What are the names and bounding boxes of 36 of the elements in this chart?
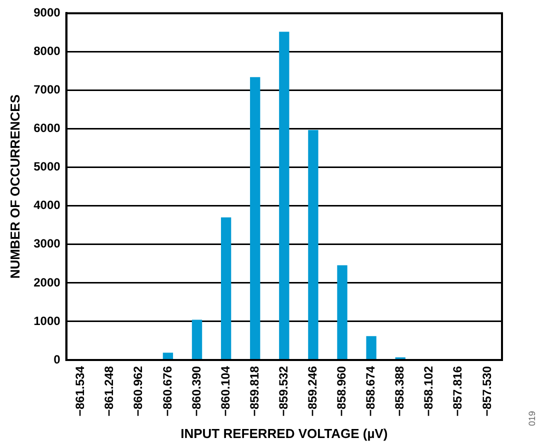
bar — [250, 77, 260, 360]
x-tick-label: −860.962 — [131, 366, 146, 416]
x-tick-label: −858.388 — [392, 366, 407, 416]
x-axis-title: INPUT REFERRED VOLTAGE (µV) — [180, 426, 388, 441]
y-tick-label: 4000 — [34, 198, 61, 212]
x-tick-label: −858.674 — [364, 366, 378, 416]
y-tick-label: 9000 — [34, 6, 61, 20]
y-tick-label: 1000 — [34, 314, 61, 328]
x-tick-label: −857.530 — [480, 366, 494, 416]
bar — [337, 265, 348, 360]
bar — [162, 352, 174, 360]
bar — [366, 336, 376, 360]
bar — [192, 320, 202, 360]
y-tick-label: 2000 — [34, 275, 61, 290]
y-axis-title: NUMBER OF OCCURRENCES — [7, 94, 22, 279]
y-tick-label: 5000 — [34, 160, 61, 174]
y-tick-label: 8000 — [34, 44, 61, 58]
x-tick-label: −860.104 — [218, 366, 232, 416]
bar — [308, 130, 318, 360]
x-tick-label: −858.102 — [422, 366, 436, 416]
x-tick-label: −859.246 — [306, 366, 320, 416]
y-tick-label: 6000 — [34, 121, 61, 136]
bar — [279, 32, 290, 360]
x-tick-label: −857.816 — [450, 366, 465, 416]
x-tick-label: −858.960 — [334, 366, 349, 416]
x-tick-label: −861.248 — [102, 366, 116, 416]
y-tick-label: 7000 — [34, 82, 61, 97]
text: 019 — [527, 410, 537, 426]
bar — [220, 217, 232, 360]
x-tick-label: −859.818 — [247, 366, 262, 416]
y-tick-label: 0 — [54, 352, 61, 366]
x-tick-label: −860.390 — [189, 366, 204, 416]
x-tick-label: −859.532 — [276, 366, 290, 416]
x-tick-label: −860.676 — [160, 366, 174, 416]
x-tick-label: −861.534 — [73, 366, 88, 416]
y-tick-label: 3000 — [34, 236, 61, 251]
